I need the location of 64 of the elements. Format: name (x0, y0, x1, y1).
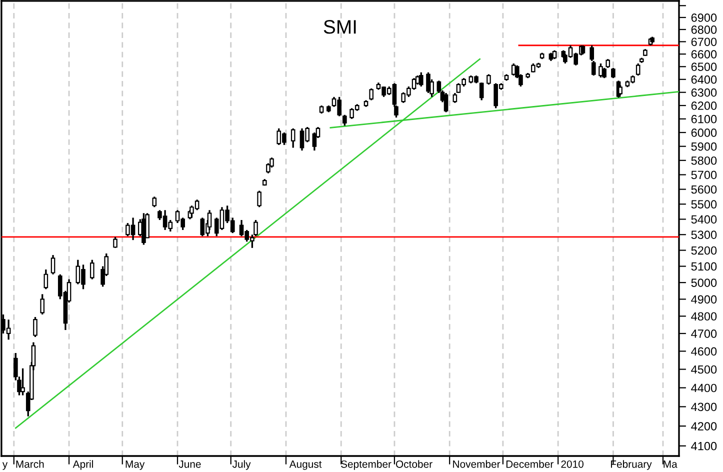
y-tick-label: 4100 (691, 442, 717, 450)
x-tick-label: 2010 (561, 460, 584, 468)
x-tick-label: June (178, 460, 201, 468)
y-tick-label: 4700 (691, 330, 717, 338)
x-tick-label: October (396, 460, 432, 468)
candlestick (618, 84, 622, 96)
candlestick (290, 128, 296, 149)
x-tick-label: February (611, 460, 652, 470)
y-tick-label: 6200 (691, 102, 717, 110)
candlestick (50, 254, 56, 276)
y-tick-label: 5100 (691, 262, 717, 271)
x-tick-label: March (16, 460, 44, 468)
y-tick-label: 4900 (691, 295, 717, 304)
y-tick-label: 6000 (691, 128, 717, 137)
candlestick (90, 259, 94, 280)
y-tick-label: 6100 (691, 114, 717, 124)
x-tick-label: Ma (664, 460, 678, 468)
y-tick-label: 5400 (691, 215, 717, 224)
x-tick-label: September (341, 460, 392, 470)
x-tick-label: y (2, 462, 8, 470)
y-tick-label: 6500 (691, 62, 717, 72)
y-tick-label: 4400 (691, 384, 717, 392)
y-tick-label: 5800 (691, 156, 717, 165)
y-tick-label: 6700 (691, 38, 717, 46)
candlestick (444, 92, 448, 114)
text: SMI (324, 20, 356, 34)
y-tick-label: 4200 (691, 422, 717, 430)
y-tick-label: 5700 (691, 170, 717, 180)
candlestick (479, 82, 484, 102)
candlestick (486, 73, 491, 86)
candlestick (33, 316, 38, 338)
candlestick (342, 114, 347, 127)
candlestick (113, 236, 118, 249)
y-tick-label: 5300 (691, 230, 717, 239)
y-tick-label: 5900 (691, 142, 717, 151)
x-tick-label: April (72, 460, 93, 470)
x-tick-label: December (506, 460, 554, 468)
x-tick-label: November (453, 460, 500, 468)
y-tick-label: 6400 (691, 75, 717, 84)
y-tick-label: 4300 (691, 402, 717, 412)
candlestick (418, 72, 424, 88)
x-tick-label: August (289, 460, 322, 470)
candlestick (44, 268, 48, 290)
y-tick-label: 5600 (691, 185, 717, 194)
y-tick-label: 4600 (691, 347, 717, 356)
candlestick (369, 88, 374, 102)
x-tick-label: May (126, 460, 145, 470)
x-tick-label: July (232, 460, 251, 470)
y-tick-label: 6600 (691, 50, 717, 58)
y-tick-label: 5500 (691, 200, 717, 209)
candlestick (257, 190, 262, 208)
y-tick-label: 5200 (691, 246, 717, 255)
y-tick-label: 6300 (691, 88, 717, 97)
y-tick-label: 6900 (691, 14, 717, 22)
candlestick (611, 67, 616, 79)
candlestick (20, 368, 25, 396)
y-tick-label: 4500 (691, 365, 717, 374)
candlestick (426, 72, 430, 94)
candlestick (636, 62, 640, 76)
y-tick-label: 6800 (691, 26, 717, 34)
candlestick (152, 196, 157, 208)
y-tick-label: 4800 (691, 312, 717, 321)
candlestick (40, 293, 45, 316)
y-tick-label: 5000 (691, 278, 717, 287)
